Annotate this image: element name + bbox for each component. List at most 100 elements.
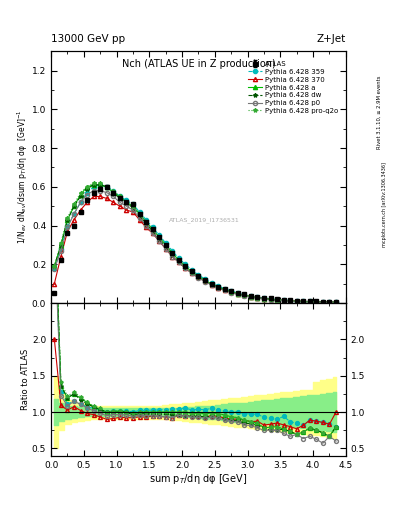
Pythia 6.428 pro-q2o [307, 298, 312, 305]
Pythia 6.428 pro-q2o [222, 286, 227, 292]
Pythia 6.428 pro-q2o [301, 298, 306, 305]
Pythia 6.428 359 [235, 290, 240, 296]
Pythia 6.428 370 [216, 285, 220, 291]
Pythia 6.428 359 [59, 246, 63, 252]
Line: Pythia 6.428 pro-q2o: Pythia 6.428 pro-q2o [52, 181, 338, 304]
Pythia 6.428 p0 [262, 296, 266, 302]
Pythia 6.428 p0 [275, 297, 279, 303]
Pythia 6.428 dw [222, 287, 227, 293]
Pythia 6.428 p0 [216, 285, 220, 291]
Pythia 6.428 370 [78, 207, 83, 213]
Pythia 6.428 359 [157, 232, 162, 238]
Pythia 6.428 359 [314, 298, 319, 305]
Pythia 6.428 p0 [130, 207, 135, 213]
Pythia 6.428 dw [59, 242, 63, 248]
Pythia 6.428 370 [229, 289, 233, 295]
Pythia 6.428 a [144, 219, 149, 225]
Pythia 6.428 359 [281, 297, 286, 303]
Pythia 6.428 370 [65, 228, 70, 234]
Pythia 6.428 a [235, 291, 240, 297]
Pythia 6.428 dw [262, 296, 266, 302]
Pythia 6.428 pro-q2o [91, 180, 96, 186]
Pythia 6.428 359 [183, 261, 188, 267]
Pythia 6.428 a [124, 199, 129, 205]
Pythia 6.428 a [150, 226, 155, 232]
Pythia 6.428 a [275, 297, 279, 303]
Pythia 6.428 pro-q2o [216, 284, 220, 290]
Pythia 6.428 359 [209, 280, 214, 286]
Pythia 6.428 p0 [314, 299, 319, 305]
Pythia 6.428 pro-q2o [59, 240, 63, 246]
Pythia 6.428 a [242, 292, 247, 298]
Y-axis label: 1/N$_{ev}$ dN$_{ev}$/dsum p$_{T}$/dη dφ  [GeV]$^{-1}$: 1/N$_{ev}$ dN$_{ev}$/dsum p$_{T}$/dη dφ … [16, 110, 31, 245]
Pythia 6.428 a [216, 284, 220, 290]
Pythia 6.428 dw [111, 189, 116, 196]
Pythia 6.428 p0 [307, 299, 312, 305]
Pythia 6.428 dw [124, 199, 129, 205]
Pythia 6.428 dw [98, 182, 103, 188]
Pythia 6.428 359 [170, 248, 174, 254]
Pythia 6.428 pro-q2o [118, 194, 122, 200]
Pythia 6.428 pro-q2o [321, 299, 325, 305]
Pythia 6.428 pro-q2o [248, 293, 253, 300]
Pythia 6.428 a [78, 191, 83, 198]
Pythia 6.428 370 [72, 217, 76, 223]
Pythia 6.428 370 [196, 274, 201, 281]
Pythia 6.428 370 [294, 298, 299, 304]
Pythia 6.428 pro-q2o [157, 234, 162, 240]
Pythia 6.428 359 [216, 283, 220, 289]
Pythia 6.428 370 [52, 281, 57, 287]
Pythia 6.428 dw [242, 293, 247, 299]
Pythia 6.428 359 [327, 299, 332, 305]
Pythia 6.428 359 [334, 299, 338, 305]
Pythia 6.428 370 [321, 299, 325, 305]
Pythia 6.428 359 [111, 187, 116, 194]
Pythia 6.428 p0 [327, 299, 332, 305]
Pythia 6.428 p0 [209, 282, 214, 288]
Pythia 6.428 pro-q2o [334, 299, 338, 305]
Pythia 6.428 pro-q2o [268, 296, 273, 303]
Pythia 6.428 p0 [111, 194, 116, 200]
Text: 13000 GeV pp: 13000 GeV pp [51, 33, 125, 44]
Pythia 6.428 370 [157, 238, 162, 244]
Pythia 6.428 370 [275, 296, 279, 303]
Pythia 6.428 359 [98, 182, 103, 188]
Pythia 6.428 359 [137, 209, 142, 215]
Pythia 6.428 359 [124, 197, 129, 203]
Pythia 6.428 dw [334, 299, 338, 305]
Pythia 6.428 dw [235, 291, 240, 297]
Pythia 6.428 359 [176, 255, 181, 262]
Y-axis label: Ratio to ATLAS: Ratio to ATLAS [22, 349, 31, 410]
Pythia 6.428 dw [255, 295, 260, 301]
Pythia 6.428 dw [72, 203, 76, 209]
Pythia 6.428 359 [307, 298, 312, 305]
Pythia 6.428 pro-q2o [137, 211, 142, 217]
Pythia 6.428 359 [275, 296, 279, 303]
Pythia 6.428 dw [275, 297, 279, 303]
Pythia 6.428 p0 [222, 287, 227, 293]
Pythia 6.428 370 [130, 209, 135, 215]
Pythia 6.428 a [229, 289, 233, 295]
Pythia 6.428 370 [222, 287, 227, 293]
Pythia 6.428 dw [248, 294, 253, 300]
Pythia 6.428 370 [85, 199, 90, 205]
Pythia 6.428 p0 [288, 298, 292, 304]
Pythia 6.428 p0 [137, 215, 142, 221]
Pythia 6.428 dw [307, 298, 312, 305]
Pythia 6.428 p0 [321, 299, 325, 305]
Pythia 6.428 a [157, 234, 162, 240]
Text: Z+Jet: Z+Jet [317, 33, 346, 44]
Pythia 6.428 dw [137, 213, 142, 219]
Pythia 6.428 pro-q2o [176, 258, 181, 264]
Pythia 6.428 a [314, 299, 319, 305]
Pythia 6.428 359 [321, 299, 325, 305]
Pythia 6.428 359 [118, 194, 122, 200]
Pythia 6.428 p0 [98, 187, 103, 194]
Pythia 6.428 dw [105, 184, 109, 190]
Pythia 6.428 pro-q2o [163, 242, 168, 248]
Line: Pythia 6.428 p0: Pythia 6.428 p0 [52, 188, 338, 305]
Pythia 6.428 dw [203, 279, 208, 285]
Pythia 6.428 pro-q2o [255, 295, 260, 301]
Pythia 6.428 dw [209, 282, 214, 288]
Pythia 6.428 pro-q2o [105, 184, 109, 190]
